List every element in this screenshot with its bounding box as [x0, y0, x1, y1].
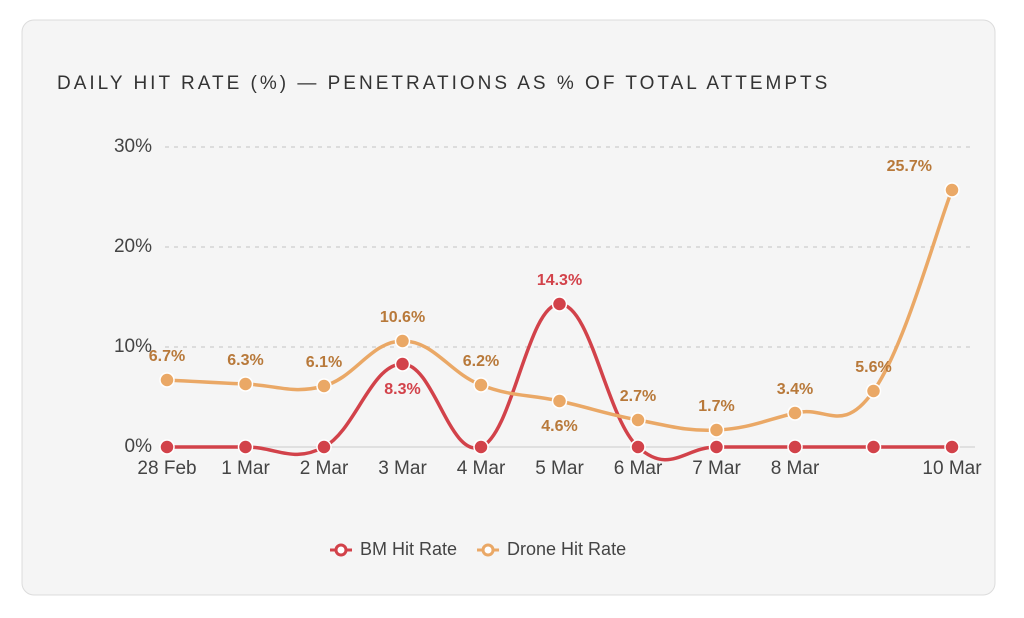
legend-label: BM Hit Rate [360, 539, 457, 559]
x-tick-label: 28 Feb [137, 458, 196, 479]
series-line [166, 189, 954, 432]
legend-label: Drone Hit Rate [507, 539, 626, 559]
data-point [473, 377, 489, 393]
x-tick-label: 8 Mar [771, 458, 820, 479]
data-point [630, 412, 646, 428]
data-label: 8.3% [384, 381, 420, 398]
data-point [551, 296, 568, 312]
data-label: 6.2% [463, 353, 499, 370]
data-point [159, 372, 175, 388]
data-label: 4.6% [541, 418, 577, 435]
data-label: 3.4% [777, 381, 813, 398]
data-point [473, 439, 489, 455]
data-point [394, 333, 411, 349]
data-label: 10.6% [380, 309, 425, 326]
data-label: 25.7% [887, 158, 932, 175]
x-tick-label: 2 Mar [300, 458, 349, 479]
data-label: 6.1% [306, 354, 342, 371]
legend-marker [334, 543, 348, 557]
x-tick-label: 4 Mar [457, 458, 506, 479]
data-label: 6.3% [227, 352, 263, 369]
card [21, 19, 996, 596]
legend-marker [481, 543, 495, 557]
y-tick-label: 10% [114, 336, 152, 357]
data-label: 14.3% [537, 272, 582, 289]
x-tick-label: 6 Mar [614, 458, 663, 479]
data-point [787, 405, 803, 421]
x-tick-label: 7 Mar [692, 458, 741, 479]
y-tick-label: 0% [125, 436, 153, 457]
data-point [316, 439, 332, 455]
data-point [787, 439, 803, 455]
data-label: 2.7% [620, 388, 656, 405]
data-point [394, 356, 411, 372]
data-point [708, 422, 725, 438]
data-point [237, 376, 254, 392]
data-point [944, 182, 960, 198]
y-tick-label: 30% [114, 136, 152, 157]
data-point [865, 383, 882, 399]
data-point [551, 393, 568, 409]
data-point [944, 439, 960, 455]
chart-title: DAILY HIT RATE (%) — PENETRATIONS AS % O… [57, 73, 830, 94]
x-tick-label: 3 Mar [378, 458, 427, 479]
x-tick-label: 5 Mar [535, 458, 584, 479]
data-point [865, 439, 882, 455]
data-point [630, 439, 646, 455]
x-tick-label: 10 Mar [922, 458, 982, 479]
data-point [237, 439, 254, 455]
data-point [316, 378, 332, 394]
data-point [708, 439, 725, 455]
y-tick-label: 20% [114, 236, 152, 257]
data-point [159, 439, 175, 455]
data-label: 5.6% [855, 359, 891, 376]
x-tick-label: 1 Mar [221, 458, 270, 479]
data-label: 1.7% [698, 398, 734, 415]
data-label: 6.7% [149, 348, 185, 365]
